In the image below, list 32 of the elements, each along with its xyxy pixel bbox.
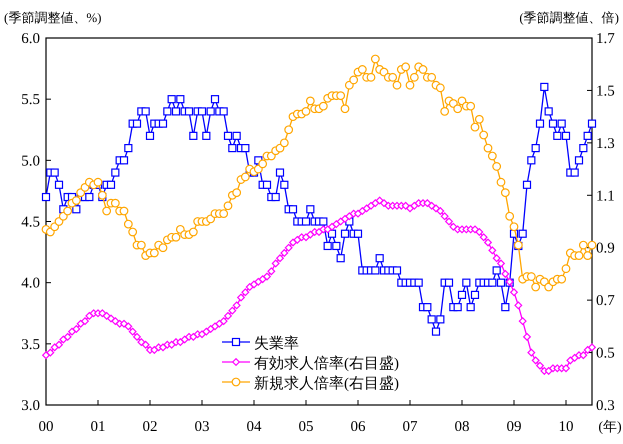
y2-tick-label: 0.7 bbox=[596, 293, 616, 310]
x-tick-label: 09 bbox=[506, 419, 522, 435]
y-axis-title: (季節調整値、%) bbox=[4, 10, 102, 25]
x-axis-title: (年) bbox=[598, 419, 622, 435]
y-tick-label: 6.0 bbox=[21, 31, 40, 47]
y-tick-label: 4.0 bbox=[21, 276, 40, 292]
y-tick-label: 3.0 bbox=[21, 398, 40, 414]
x-tick-label: 01 bbox=[90, 419, 106, 435]
x-tick-label: 00 bbox=[38, 419, 54, 435]
legend-label: 新規求人倍率(右目盛) bbox=[254, 375, 399, 392]
x-tick-label: 04 bbox=[246, 419, 262, 435]
y2-tick-label: 1.1 bbox=[596, 188, 615, 204]
y2-axis-title: (季節調整値、倍) bbox=[519, 10, 619, 25]
y-tick-label: 5.0 bbox=[21, 153, 40, 170]
y-tick-label: 4.5 bbox=[21, 214, 40, 230]
y2-tick-label: 1.7 bbox=[596, 31, 616, 47]
x-tick-label: 07 bbox=[402, 419, 418, 435]
y2-tick-label: 1.5 bbox=[596, 83, 615, 100]
y-tick-label: 3.5 bbox=[21, 336, 40, 353]
legend-label: 失業率 bbox=[254, 335, 299, 352]
legend-label: 有効求人倍率(右目盛) bbox=[254, 355, 399, 372]
y2-tick-label: 1.3 bbox=[596, 136, 615, 152]
x-tick-label: 08 bbox=[454, 419, 470, 435]
y2-tick-label: 0.5 bbox=[596, 346, 615, 362]
x-tick-label: 06 bbox=[350, 419, 366, 435]
x-tick-label: 03 bbox=[194, 419, 210, 435]
y2-tick-label: 0.9 bbox=[596, 240, 615, 257]
x-tick-label: 10 bbox=[558, 419, 574, 435]
y2-tick-label: 0.3 bbox=[596, 398, 615, 414]
x-tick-label: 02 bbox=[142, 419, 158, 435]
x-tick-label: 05 bbox=[298, 419, 314, 435]
y-tick-label: 5.5 bbox=[21, 92, 40, 108]
